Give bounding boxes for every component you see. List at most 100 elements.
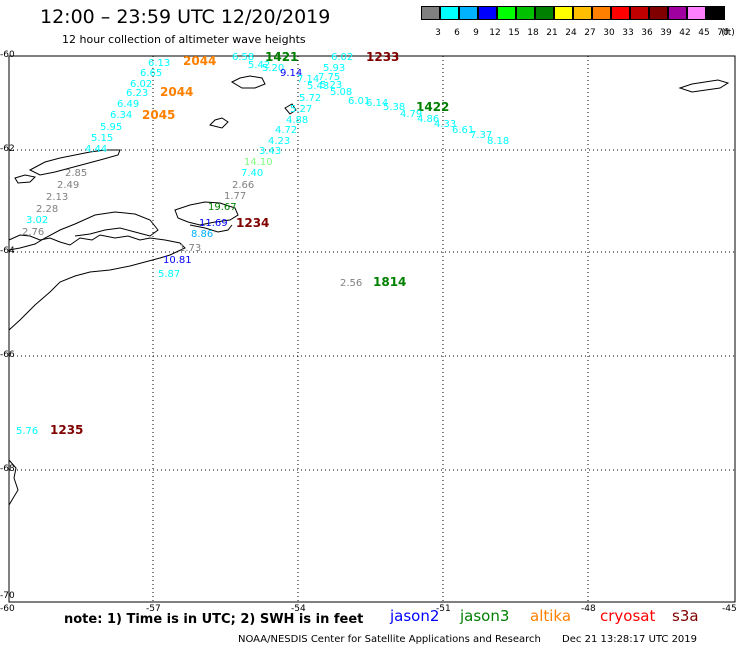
chart-subtitle: 12 hour collection of altimeter wave hei… — [62, 33, 306, 46]
wave-height-value: 7.14 — [297, 74, 319, 85]
lat-label: -68 — [0, 464, 15, 474]
scale-label: 33 — [622, 28, 634, 38]
wave-height-value: 4.86 — [417, 114, 439, 125]
lat-label: -60 — [0, 50, 15, 60]
time-label: 1235 — [50, 423, 83, 437]
wave-height-value: 2.56 — [340, 278, 362, 289]
wave-height-value: 2.49 — [57, 180, 79, 191]
legend-s3a: s3a — [672, 607, 699, 625]
wave-height-value: 1.77 — [224, 191, 246, 202]
lon-label: -48 — [581, 604, 596, 614]
scale-swatch — [592, 6, 611, 20]
wave-height-value: 2.13 — [46, 192, 68, 203]
scale-label: 15 — [508, 28, 520, 38]
scale-label: 6 — [454, 28, 460, 38]
scale-swatch — [611, 6, 630, 20]
scale-swatch — [668, 6, 687, 20]
wave-height-value: 2.76 — [22, 227, 44, 238]
wave-height-value: 5.93 — [323, 63, 345, 74]
lat-label: -66 — [0, 350, 15, 360]
lon-label: -45 — [722, 604, 737, 614]
wave-height-value: 5.15 — [91, 133, 113, 144]
wave-height-value: 3.43 — [259, 146, 281, 157]
wave-height-value: 9.14 — [280, 68, 302, 79]
wave-height-value: 6.13 — [148, 58, 170, 69]
scale-label: 18 — [527, 28, 539, 38]
wave-height-value: 6.34 — [110, 110, 132, 121]
scale-swatch — [554, 6, 573, 20]
wave-height-value: 5.20 — [262, 63, 284, 74]
wave-height-value: 5.76 — [16, 426, 38, 437]
lon-label: -57 — [146, 604, 161, 614]
wave-height-value: 6.65 — [140, 68, 162, 79]
wave-height-value: 5.27 — [290, 104, 312, 115]
wave-height-value: 1.73 — [179, 243, 201, 254]
wave-observations: 6.136.656.026.236.496.345.955.154.442.85… — [16, 52, 509, 437]
scale-label: 12 — [489, 28, 501, 38]
wave-height-value: 10.81 — [163, 255, 192, 266]
note-text: note: 1) Time is in UTC; 2) SWH is in fe… — [64, 612, 364, 627]
scale-swatch — [459, 6, 478, 20]
scale-swatch — [440, 6, 459, 20]
wave-height-value: 5.87 — [158, 269, 180, 280]
scale-label: 21 — [546, 28, 558, 38]
wave-height-value: 6.58 — [232, 52, 254, 63]
time-label: 2044 — [160, 85, 193, 99]
wave-height-value: 8.18 — [487, 136, 509, 147]
time-label: 1814 — [373, 275, 406, 289]
time-label: 1421 — [265, 50, 298, 64]
wave-height-value: 7.40 — [241, 168, 263, 179]
legend-cryosat: cryosat — [600, 607, 656, 625]
wave-height-value: 14.10 — [244, 157, 273, 168]
wave-height-value: 5.43 — [307, 81, 329, 92]
wave-height-value: 4.33 — [434, 119, 456, 130]
legend-altika: altika — [530, 607, 572, 625]
scale-label: 27 — [584, 28, 596, 38]
scale-swatch — [649, 6, 668, 20]
wave-height-value: 8.86 — [191, 229, 213, 240]
wave-height-value: 2.85 — [65, 168, 87, 179]
wave-height-value: 6.49 — [117, 99, 139, 110]
time-label: 2044 — [183, 54, 216, 68]
time-label: 1422 — [416, 100, 449, 114]
time-label: 1234 — [236, 216, 269, 230]
wave-height-value: 4.72 — [275, 125, 297, 136]
scale-label: 36 — [641, 28, 653, 38]
wave-height-value: 7.75 — [318, 72, 340, 83]
scale-label: 39 — [660, 28, 672, 38]
chart-title: 12:00 – 23:59 UTC 12/20/2019 — [40, 6, 331, 28]
wave-height-value: 5.72 — [299, 93, 321, 104]
wave-height-value: 11.69 — [199, 218, 228, 229]
scale-swatch — [516, 6, 535, 20]
footer-agency: NOAA/NESDIS Center for Satellite Applica… — [238, 634, 541, 645]
wave-height-value: 3.02 — [26, 215, 48, 226]
lon-label: -60 — [0, 604, 15, 614]
time-labels: 2044 2044 2045 1421 1233 1422 1234 1814 1235 — [50, 50, 449, 437]
wave-height-value: 6.02 — [130, 79, 152, 90]
time-label: 1233 — [366, 50, 399, 64]
scale-swatch — [706, 6, 725, 20]
scale-swatch — [573, 6, 592, 20]
coastline — [8, 75, 730, 506]
wave-height-value: 4.23 — [268, 136, 290, 147]
graticule — [9, 56, 735, 602]
scale-label: 42 — [679, 28, 691, 38]
scale-swatch — [535, 6, 554, 20]
wave-height-value: 6.02 — [331, 52, 353, 63]
wave-height-value: 5.38 — [383, 102, 405, 113]
wave-height-value: 5.08 — [330, 87, 352, 98]
scale-swatch — [421, 6, 440, 20]
wave-height-value: 19.67 — [208, 202, 237, 213]
wave-height-value: 4.88 — [286, 115, 308, 126]
lat-label: -64 — [0, 246, 15, 256]
wave-height-value: 6.01 — [348, 96, 370, 107]
wave-height-value: 2.66 — [232, 180, 254, 191]
scale-swatch — [478, 6, 497, 20]
wave-height-value: 4.79 — [400, 109, 422, 120]
scale-swatch — [497, 6, 516, 20]
time-label: 2045 — [142, 108, 175, 122]
scale-label: 30 — [603, 28, 615, 38]
legend-jason3: jason3 — [460, 607, 510, 625]
lon-label: -51 — [436, 604, 451, 614]
